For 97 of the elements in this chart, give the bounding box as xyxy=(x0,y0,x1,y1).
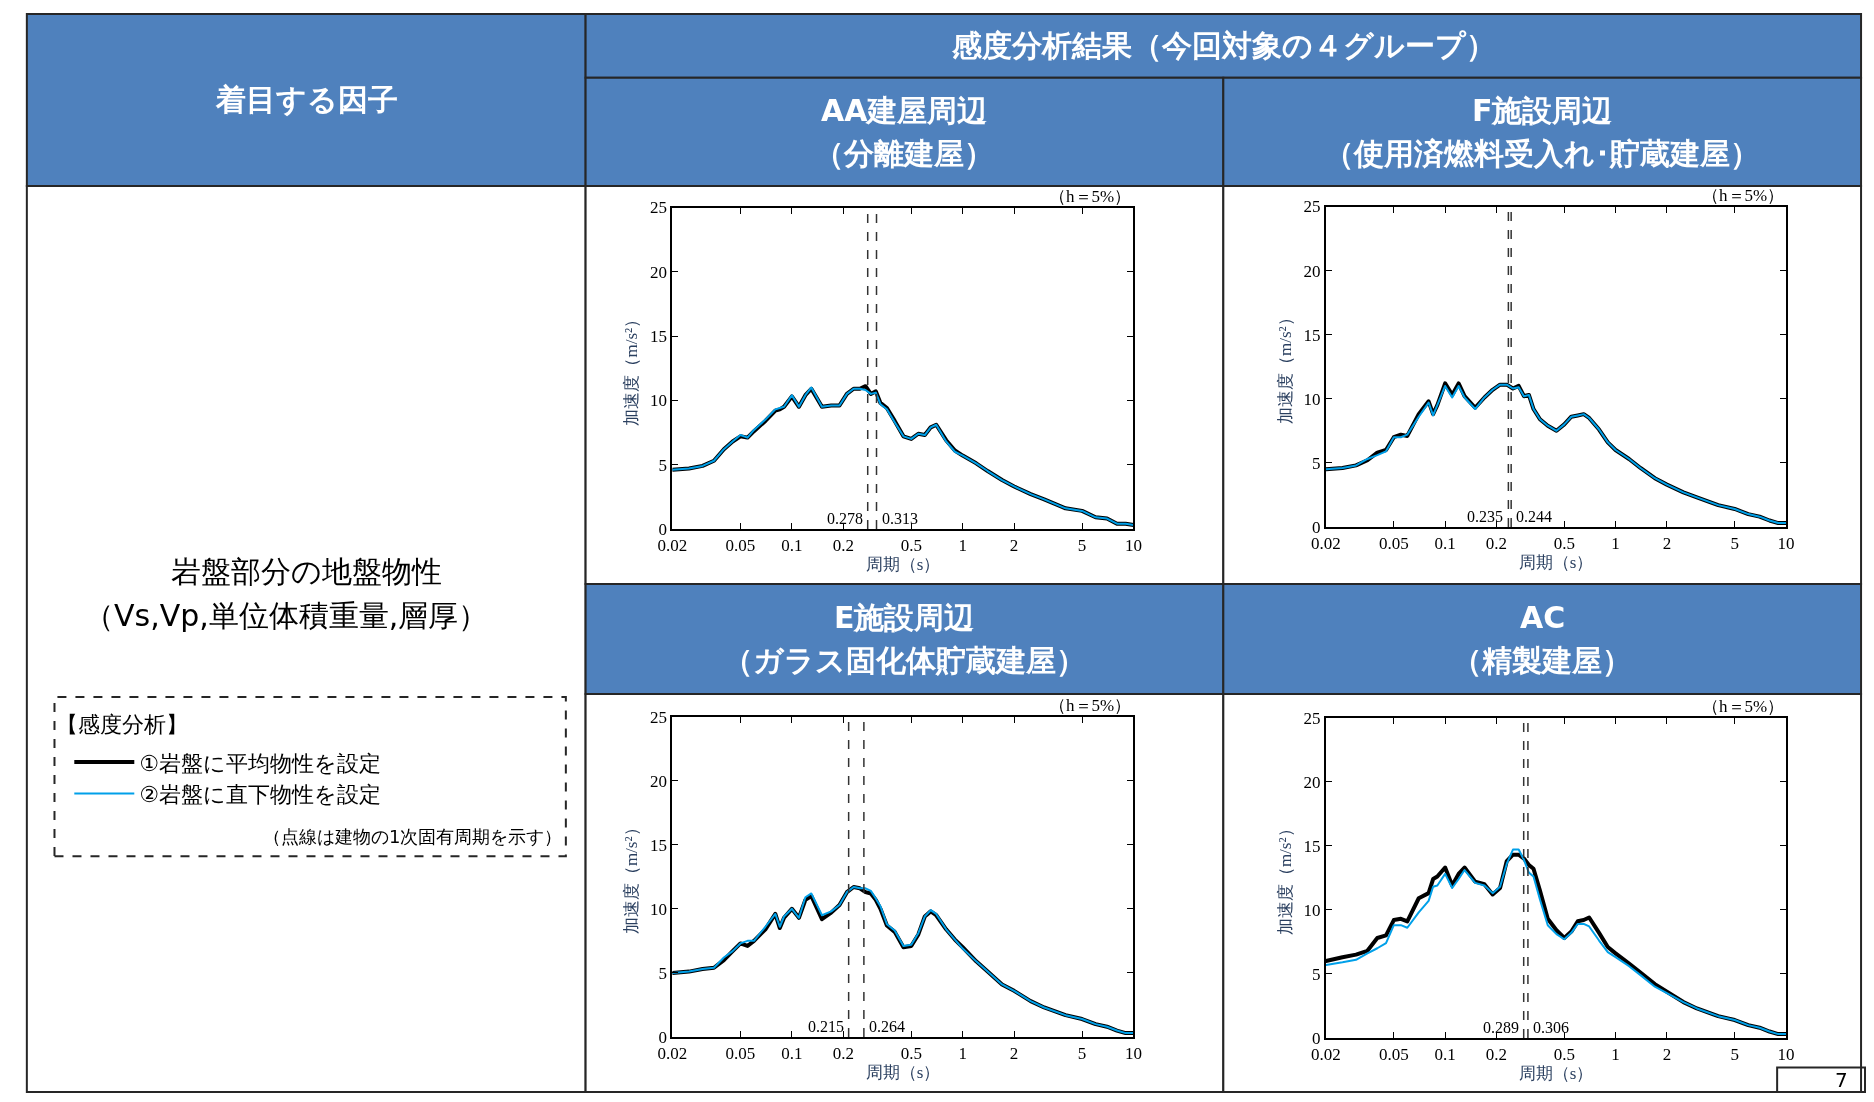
y-tick-label: 5 xyxy=(1312,964,1321,984)
x-tick-label: 5 xyxy=(1730,1045,1739,1065)
x-axis-title: 周期（s） xyxy=(1518,1064,1594,1084)
ref-line-label: 0.313 xyxy=(882,510,918,527)
x-tick-label: 5 xyxy=(1077,536,1087,556)
text: 【感度分析】 xyxy=(56,712,188,737)
chart-subtitle: （ガラス固化体貯蔵建屋） xyxy=(723,643,1086,678)
x-axis-title: 周期（s） xyxy=(865,555,941,575)
y-tick-label: 0 xyxy=(658,519,668,539)
x-tick-label: 1 xyxy=(958,536,967,556)
chart-subtitle: （精製建屋） xyxy=(1452,643,1632,678)
x-tick-label: 1 xyxy=(1611,1045,1620,1065)
y-tick-label: 25 xyxy=(650,198,668,218)
y-tick-label: 10 xyxy=(650,899,668,919)
x-tick-label: 0.5 xyxy=(1553,534,1575,554)
x-tick-label: 0.05 xyxy=(1378,534,1409,554)
ref-line-label: 0.244 xyxy=(1516,508,1552,525)
x-axis-title: 周期（s） xyxy=(1518,553,1594,573)
y-tick-label: 15 xyxy=(650,835,668,855)
x-tick-label: 0.5 xyxy=(900,536,922,556)
y-tick-label: 25 xyxy=(650,707,668,727)
y-axis-title: 加速度（m/s²） xyxy=(1275,309,1295,425)
y-tick-label: 5 xyxy=(658,963,668,983)
y-tick-label: 5 xyxy=(658,455,668,475)
y-tick-label: 15 xyxy=(1303,836,1321,856)
text: （h＝5%） xyxy=(1049,187,1132,206)
text: （h＝5%） xyxy=(1049,696,1132,715)
x-tick-label: 0.1 xyxy=(781,536,803,556)
text: （h＝5%） xyxy=(1702,697,1785,716)
x-tick-label: 0.02 xyxy=(1311,1045,1341,1065)
x-tick-label: 5 xyxy=(1730,534,1739,554)
ref-line-label: 0.215 xyxy=(808,1018,844,1035)
ref-line-label: 0.264 xyxy=(869,1018,905,1035)
x-tick-label: 0.5 xyxy=(900,1044,922,1064)
x-tick-label: 0.2 xyxy=(832,536,854,556)
legend-label: ②岩盤に直下物性を設定 xyxy=(139,782,382,808)
y-tick-label: 0 xyxy=(1312,1028,1321,1048)
x-tick-label: 10 xyxy=(1777,534,1795,554)
y-axis-title: 加速度（m/s²） xyxy=(622,310,642,426)
y-tick-label: 10 xyxy=(1303,900,1321,920)
text: 岩盤部分の地盤物性 xyxy=(171,554,442,589)
y-tick-label: 25 xyxy=(1303,708,1321,728)
x-tick-label: 0.02 xyxy=(1311,534,1341,554)
x-tick-label: 0.1 xyxy=(1434,1045,1456,1065)
x-tick-label: 1 xyxy=(958,1044,967,1064)
x-tick-label: 0.05 xyxy=(725,1044,756,1064)
ref-line-label: 0.306 xyxy=(1533,1019,1569,1036)
text: （点線は建物の1次固有周期を示す） xyxy=(263,826,563,847)
x-tick-label: 10 xyxy=(1124,536,1142,556)
x-axis-title: 周期（s） xyxy=(865,1063,941,1083)
y-tick-label: 20 xyxy=(650,262,668,282)
x-tick-label: 0.5 xyxy=(1553,1045,1575,1065)
y-tick-label: 20 xyxy=(1303,772,1321,792)
text: 感度分析結果（今回対象の４グループ） xyxy=(951,28,1496,63)
text: 7 xyxy=(1835,1068,1848,1092)
x-tick-label: 2 xyxy=(1009,1044,1019,1064)
y-axis-title: 加速度（m/s²） xyxy=(1275,820,1295,936)
y-tick-label: 20 xyxy=(1303,261,1321,281)
y-tick-label: 25 xyxy=(1303,197,1321,217)
x-tick-label: 0.1 xyxy=(1434,534,1456,554)
ref-line-label: 0.289 xyxy=(1483,1019,1519,1036)
chart-title: AA建屋周辺 xyxy=(821,93,988,128)
y-tick-label: 10 xyxy=(1303,389,1321,409)
y-tick-label: 0 xyxy=(658,1027,668,1047)
y-tick-label: 10 xyxy=(650,391,668,411)
y-tick-label: 20 xyxy=(650,771,668,791)
x-tick-label: 0.2 xyxy=(1485,1045,1508,1065)
ref-line-label: 0.235 xyxy=(1467,508,1503,525)
text: （Vs,Vp,単位体積重量,層厚） xyxy=(84,598,489,633)
legend-label: ①岩盤に平均物性を設定 xyxy=(139,750,382,776)
y-tick-label: 5 xyxy=(1312,453,1321,473)
chart-subtitle: （分離建屋） xyxy=(814,136,994,171)
chart-title: F施設周辺 xyxy=(1472,93,1613,128)
x-tick-label: 0.05 xyxy=(725,536,756,556)
x-tick-label: 1 xyxy=(1611,534,1620,554)
x-tick-label: 2 xyxy=(1009,536,1019,556)
x-tick-label: 0.02 xyxy=(657,536,688,556)
x-tick-label: 5 xyxy=(1077,1044,1087,1064)
chart-subtitle: （使用済燃料受入れ･貯蔵建屋） xyxy=(1324,136,1760,171)
y-axis-title: 加速度（m/s²） xyxy=(622,819,642,935)
x-tick-label: 10 xyxy=(1124,1044,1142,1064)
text: （h＝5%） xyxy=(1702,186,1785,205)
x-tick-label: 2 xyxy=(1662,1045,1672,1065)
x-tick-label: 10 xyxy=(1777,1045,1795,1065)
y-tick-label: 15 xyxy=(650,327,668,347)
chart-title: AC xyxy=(1520,600,1566,635)
y-tick-label: 15 xyxy=(1303,325,1321,345)
y-tick-label: 0 xyxy=(1312,517,1321,537)
x-tick-label: 0.1 xyxy=(781,1044,803,1064)
x-tick-label: 0.2 xyxy=(832,1044,854,1064)
x-tick-label: 2 xyxy=(1662,534,1672,554)
x-tick-label: 0.2 xyxy=(1485,534,1508,554)
x-tick-label: 0.05 xyxy=(1378,1045,1409,1065)
chart-title: E施設周辺 xyxy=(834,600,975,635)
ref-line-label: 0.278 xyxy=(827,510,863,527)
text: 着目する因子 xyxy=(215,82,398,117)
x-tick-label: 0.02 xyxy=(657,1044,688,1064)
